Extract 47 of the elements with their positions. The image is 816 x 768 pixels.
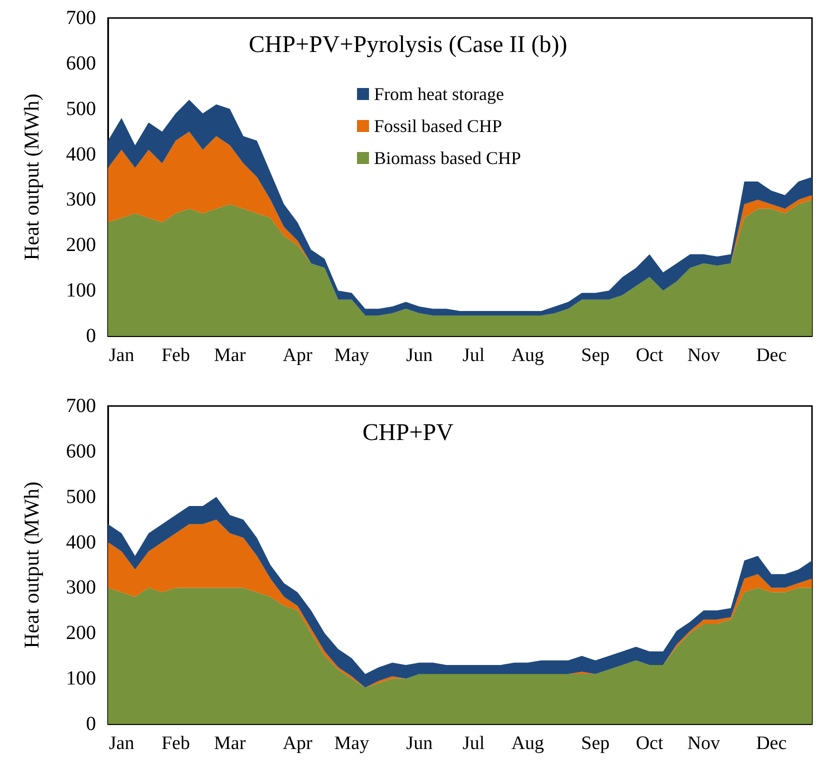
y-tick-label: 0 (86, 713, 96, 735)
y-tick-label: 300 (66, 576, 96, 599)
y-axis-title: Heat output (MWh) (20, 482, 44, 648)
y-tick-label: 200 (66, 234, 96, 256)
x-tick-label: Jul (462, 733, 485, 754)
x-tick-label: Feb (161, 733, 190, 754)
x-tick-label: Jun (406, 345, 434, 366)
y-tick-label: 0 (86, 325, 96, 347)
x-tick-label: Jul (462, 345, 485, 366)
y-axis-title: Heat output (MWh) (20, 94, 44, 260)
y-tick-label: 500 (66, 486, 96, 508)
y-tick-label: 600 (66, 52, 96, 74)
x-tick-label: Jan (108, 345, 135, 366)
y-tick-label: 100 (66, 280, 96, 302)
y-tick-label: 400 (66, 531, 96, 554)
y-tick-label: 500 (66, 98, 96, 120)
x-tick-label: Oct (636, 733, 664, 754)
x-tick-label: Sep (581, 345, 610, 366)
x-tick-label: Sep (581, 733, 610, 754)
x-tick-label: May (334, 733, 370, 754)
y-tick-label: 700 (66, 7, 96, 29)
x-tick-label: Dec (756, 733, 787, 754)
text: CHP+PV (362, 420, 454, 446)
x-tick-label: Oct (636, 345, 664, 366)
x-tick-label: Mar (214, 733, 246, 754)
y-tick-label: 700 (66, 395, 96, 417)
y-tick-label: 400 (66, 143, 96, 166)
x-tick-label: Aug (511, 345, 545, 366)
text: CHP+PV+Pyrolysis (Case II (b)) (248, 32, 568, 58)
y-tick-label: 200 (66, 622, 96, 644)
legend-label: Fossil based CHP (374, 116, 502, 136)
x-tick-label: Feb (161, 345, 190, 366)
y-tick-label: 100 (66, 668, 96, 690)
legend-label: From heat storage (374, 84, 504, 104)
y-tick-label: 300 (66, 188, 96, 211)
x-tick-label: Dec (756, 345, 787, 366)
x-tick-label: May (334, 345, 370, 366)
legend-label: Biomass based CHP (374, 148, 522, 168)
x-tick-label: Nov (687, 345, 721, 366)
x-tick-label: Aug (511, 733, 545, 754)
x-tick-label: Jun (406, 733, 434, 754)
x-tick-label: Nov (687, 733, 721, 754)
x-tick-label: Jan (108, 733, 135, 754)
x-tick-label: Apr (282, 345, 313, 366)
x-tick-label: Apr (282, 733, 313, 754)
y-tick-label: 600 (66, 440, 96, 462)
x-tick-label: Mar (214, 345, 246, 366)
